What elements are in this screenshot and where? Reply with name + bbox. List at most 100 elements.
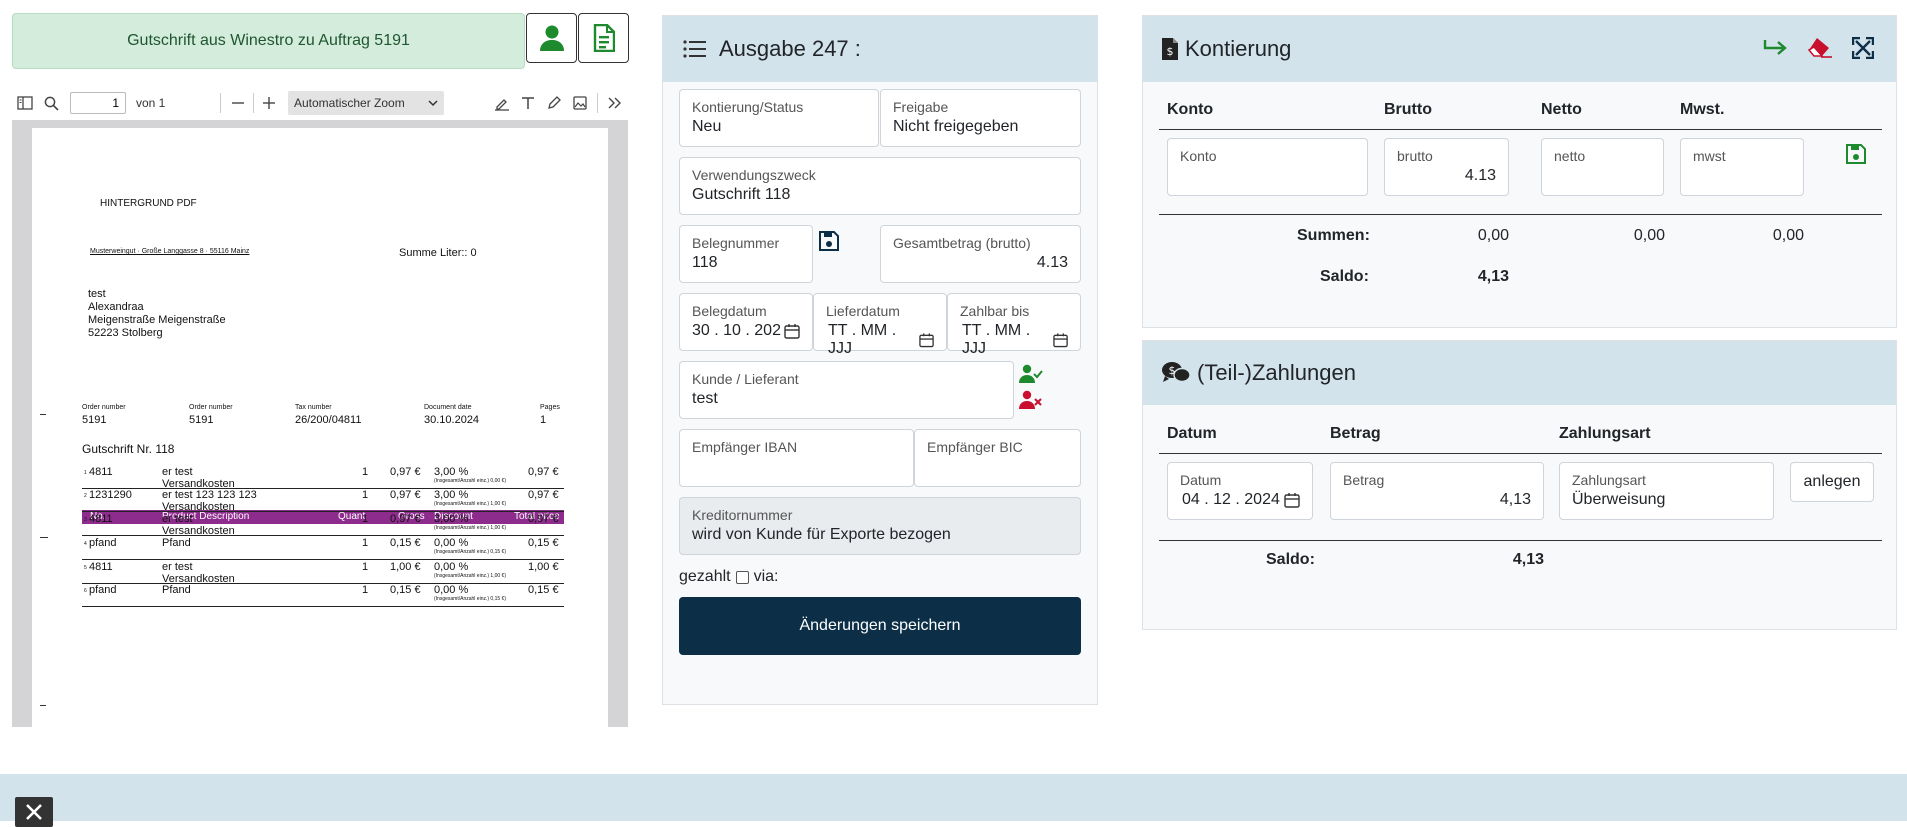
pdf-meta-value: 5191 xyxy=(189,414,214,426)
zahlung-saldo-value: 4,13 xyxy=(1512,551,1544,568)
kunde-lieferant-field[interactable]: Kunde / Lieferant test xyxy=(679,361,1014,419)
pdf-row-gross: 0,15 € xyxy=(390,584,421,596)
zahlung-saldo-label: Saldo: xyxy=(1266,551,1315,568)
divider xyxy=(1159,214,1882,215)
col-betrag: Betrag xyxy=(1330,425,1381,442)
pdf-row-separator xyxy=(82,488,564,489)
zoom-select[interactable]: Automatischer Zoom xyxy=(288,91,444,115)
calendar-icon[interactable] xyxy=(919,332,934,348)
pdf-row-gross: 0,97 € xyxy=(390,513,421,525)
iban-field[interactable]: Empfänger IBAN xyxy=(679,429,914,487)
user-icon xyxy=(539,25,564,51)
zahlung-betrag-field[interactable]: Betrag 4,13 xyxy=(1330,462,1544,520)
calendar-icon[interactable] xyxy=(1053,332,1068,348)
belegnummer-field[interactable]: Belegnummer 118 xyxy=(679,225,813,283)
pdf-meta-label: Document date xyxy=(424,404,472,411)
kontierung-status-field[interactable]: Kontierung/Status Neu xyxy=(679,89,879,147)
user-check-icon[interactable] xyxy=(1019,364,1043,389)
col-datum: Datum xyxy=(1167,425,1217,442)
col-konto: Konto xyxy=(1167,101,1214,118)
save-belegnummer-icon[interactable] xyxy=(818,230,840,257)
ausgabe-header: Ausgabe 247 : xyxy=(663,16,1097,82)
anlegen-button[interactable]: anlegen xyxy=(1790,462,1874,502)
kontierung-title: Kontierung xyxy=(1185,36,1292,61)
zahlbar-bis-field[interactable]: Zahlbar bis TT . MM . JJJ xyxy=(947,293,1081,357)
gezahlt-row: gezahlt via: xyxy=(679,568,779,586)
save-row-icon[interactable] xyxy=(1845,143,1867,170)
pdf-row-qty: 1 xyxy=(362,561,369,573)
chevron-down-icon xyxy=(428,99,438,106)
ausgabe-title: Ausgabe 247 : xyxy=(719,36,861,61)
more-tools-icon[interactable] xyxy=(602,90,628,116)
divider xyxy=(1159,453,1882,454)
mwst-input[interactable]: mwst xyxy=(1680,138,1804,196)
zahlung-datum-field[interactable]: Datum 04 . 12 . 2024 xyxy=(1167,462,1313,520)
pdf-row-desc: er test xyxy=(162,513,193,525)
gezahlt-checkbox[interactable] xyxy=(735,570,749,584)
verwendungszweck-field[interactable]: Verwendungszweck Gutschrift 118 xyxy=(679,157,1081,215)
user-remove-icon[interactable] xyxy=(1019,390,1043,415)
col-mwst: Mwst. xyxy=(1680,101,1725,118)
page-number-input[interactable] xyxy=(70,92,126,114)
via-label: via: xyxy=(753,568,779,585)
highlight-icon[interactable] xyxy=(489,90,515,116)
pdf-row-sub: (Insgesamt/Anzahl einz.) 0,15 €) xyxy=(434,549,506,555)
pdf-row-desc2: Versandkosten xyxy=(162,478,235,490)
zoom-in-icon[interactable] xyxy=(256,90,282,116)
pdf-row-index: 6 xyxy=(84,588,87,594)
pdf-row-no: 4811 xyxy=(89,561,113,573)
summe-mwst: 0,00 xyxy=(1772,227,1804,244)
save-changes-button[interactable]: Änderungen speichern xyxy=(679,597,1081,655)
zoom-out-icon[interactable] xyxy=(225,90,251,116)
assign-icon[interactable] xyxy=(1763,37,1789,64)
pdf-row-gross: 0,97 € xyxy=(390,489,421,501)
pdf-row-separator xyxy=(82,559,564,560)
pdf-row-total: 0,97 € xyxy=(528,466,559,478)
text-icon[interactable] xyxy=(515,90,541,116)
pdf-row-total: 1,00 € xyxy=(528,561,559,573)
pdf-doc-title: Gutschrift Nr. 118 xyxy=(82,442,175,456)
pdf-row-desc: Pfand xyxy=(162,584,191,596)
lieferdatum-field[interactable]: Lieferdatum TT . MM . JJJ xyxy=(813,293,947,357)
pdf-row-desc2: Versandkosten xyxy=(162,525,235,537)
konto-input[interactable]: Konto xyxy=(1167,138,1368,196)
document-button[interactable] xyxy=(578,13,629,63)
pdf-row-qty: 1 xyxy=(362,513,369,525)
pdf-row-total: 0,15 € xyxy=(528,584,559,596)
zahlungen-header: $ (Teil-)Zahlungen xyxy=(1143,341,1896,405)
pdf-meta-label: Pages xyxy=(540,404,560,411)
zahlungsart-field[interactable]: Zahlungsart Überweisung xyxy=(1559,462,1774,520)
pdf-row-index: 4 xyxy=(84,541,87,547)
sidebar-toggle-icon[interactable] xyxy=(12,90,38,116)
summe-brutto: 0,00 xyxy=(1477,227,1509,244)
pdf-sender-line: Musterweingut · Große Langgasse 8 · 5511… xyxy=(90,248,250,255)
pdf-row-disc: 3,00 % xyxy=(434,513,469,525)
pdf-row-qty: 1 xyxy=(362,466,369,478)
calendar-icon[interactable] xyxy=(1284,492,1300,508)
calendar-icon[interactable] xyxy=(784,323,800,339)
expand-icon[interactable] xyxy=(1851,36,1875,64)
customer-button[interactable] xyxy=(526,13,577,63)
pdf-meta-value: 26/200/04811 xyxy=(295,414,362,426)
pdf-row-no: 1231290 xyxy=(89,489,132,501)
bic-field[interactable]: Empfänger BIC xyxy=(914,429,1081,487)
gezahlt-label: gezahlt xyxy=(679,568,731,585)
pdf-row-gross: 0,15 € xyxy=(390,537,421,549)
tools-button[interactable] xyxy=(15,797,53,827)
belegdatum-field[interactable]: Belegdatum 30 . 10 . 202 xyxy=(679,293,813,351)
search-icon[interactable] xyxy=(38,90,64,116)
draw-icon[interactable] xyxy=(541,90,567,116)
pdf-row-total: 0,97 € xyxy=(528,489,559,501)
pdf-toolbar: von 1 Automatischer Zoom xyxy=(12,88,628,118)
image-icon[interactable] xyxy=(567,90,593,116)
eraser-icon[interactable] xyxy=(1807,36,1833,63)
pdf-row-disc: 0,00 % xyxy=(434,584,469,596)
pdf-row-separator xyxy=(82,583,564,584)
pdf-viewer[interactable]: HINTERGRUND PDF Musterweingut · Große La… xyxy=(12,120,628,727)
freigabe-field[interactable]: Freigabe Nicht freigegeben xyxy=(880,89,1081,147)
brutto-input[interactable]: brutto 4.13 xyxy=(1384,138,1509,196)
gesamtbetrag-field[interactable]: Gesamtbetrag (brutto) 4.13 xyxy=(880,225,1081,283)
netto-input[interactable]: netto xyxy=(1541,138,1664,196)
toolbar-divider xyxy=(220,93,221,113)
pdf-bg-label: HINTERGRUND PDF xyxy=(100,198,197,209)
